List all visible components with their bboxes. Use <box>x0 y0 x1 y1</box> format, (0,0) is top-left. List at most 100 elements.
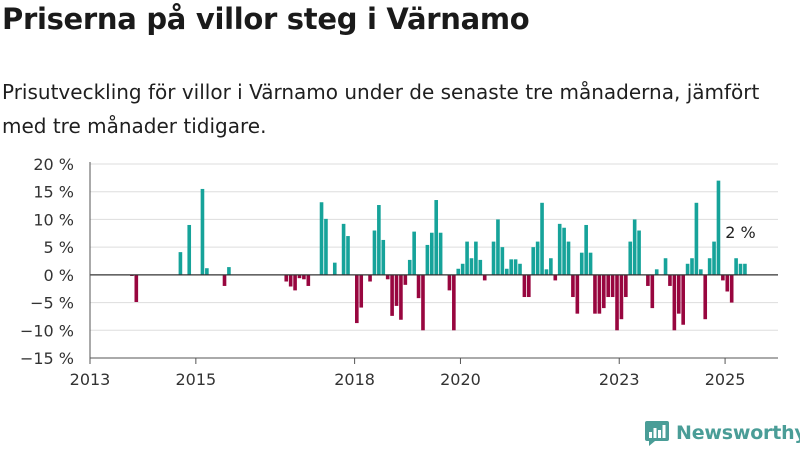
bar <box>390 274 394 316</box>
bar <box>694 202 699 275</box>
bar <box>178 252 183 275</box>
newsworthy-logo[interactable]: Newsworthy <box>644 418 800 448</box>
bar <box>434 200 439 275</box>
bar <box>341 223 346 275</box>
bar <box>729 274 734 303</box>
bar <box>372 230 377 275</box>
bar <box>416 274 421 299</box>
bar <box>324 218 328 275</box>
bar <box>544 269 549 275</box>
bar <box>377 205 381 275</box>
bar <box>509 259 513 275</box>
bar <box>721 274 725 281</box>
bar <box>134 274 139 303</box>
bar <box>394 274 399 306</box>
bar <box>712 241 716 275</box>
bar <box>571 274 575 298</box>
bar <box>518 263 522 275</box>
x-tick-label: 2013 <box>70 370 111 389</box>
x-tick-label: 2023 <box>599 370 640 389</box>
y-tick-label: 15 % <box>33 183 74 202</box>
bar <box>319 202 324 275</box>
bar <box>205 268 209 275</box>
bar <box>615 274 619 331</box>
bar <box>478 259 483 275</box>
bar <box>332 262 337 275</box>
bar <box>412 231 416 275</box>
bar <box>681 274 685 325</box>
bar <box>588 252 593 275</box>
bar <box>306 274 311 286</box>
labels: 20 % 15 % 10 % 5 % 0 % −5 % −10 % −15 % 2013 2015… <box>20 155 756 389</box>
bar <box>469 258 474 275</box>
newsworthy-logo-icon <box>645 421 669 446</box>
bar <box>562 227 566 275</box>
bar <box>381 239 386 275</box>
page-title: Priserna på villor steg i Värnamo <box>2 2 530 36</box>
bar <box>425 244 430 275</box>
bar <box>531 247 536 275</box>
bar <box>297 274 302 279</box>
bar <box>668 274 672 286</box>
bar <box>527 274 531 298</box>
bar <box>553 274 558 281</box>
bar <box>624 274 628 298</box>
y-tick-label: 0 % <box>44 266 74 285</box>
bar <box>557 223 562 275</box>
bar <box>399 274 403 320</box>
y-tick-label: −15 % <box>20 349 74 368</box>
y-tick-label: 20 % <box>33 155 74 174</box>
bar <box>452 274 456 331</box>
annotation-label: 2 % <box>725 223 755 242</box>
bar <box>637 230 641 275</box>
x-tick-label: 2018 <box>334 370 375 389</box>
bar <box>496 219 500 275</box>
bar <box>355 274 359 324</box>
bar <box>738 263 743 275</box>
bar <box>632 219 637 275</box>
bar <box>187 224 192 275</box>
bar <box>743 263 747 275</box>
bar <box>288 274 293 287</box>
bar <box>663 258 668 275</box>
bar <box>549 258 553 275</box>
bar <box>491 241 496 275</box>
y-tick-label: −5 % <box>30 294 74 313</box>
bar <box>421 274 425 331</box>
bar <box>646 274 650 286</box>
bar <box>597 274 602 314</box>
bar <box>429 232 434 275</box>
bar <box>610 274 615 298</box>
x-tick-label: 2015 <box>175 370 216 389</box>
bar <box>438 232 443 275</box>
axes <box>89 162 778 364</box>
bar <box>504 268 509 275</box>
bar <box>284 274 289 282</box>
bar <box>685 263 690 275</box>
bar <box>628 241 633 275</box>
bar <box>734 258 738 275</box>
bar <box>500 247 505 275</box>
bar <box>540 202 544 275</box>
bar <box>654 269 659 275</box>
bar <box>465 241 469 275</box>
bar <box>222 274 227 286</box>
bar <box>346 236 350 275</box>
bar <box>302 274 306 280</box>
x-tick-label: 2025 <box>705 370 746 389</box>
bar <box>385 274 390 280</box>
bar <box>593 274 597 314</box>
bar <box>575 274 580 314</box>
bar <box>403 274 408 285</box>
y-tick-label: −10 % <box>20 321 74 340</box>
y-tick-label: 10 % <box>33 210 74 229</box>
bar <box>293 274 297 291</box>
brand-name: Newsworthy <box>676 422 800 444</box>
bar <box>566 241 571 275</box>
bar <box>535 241 540 275</box>
bar <box>699 269 703 275</box>
bar <box>606 274 611 298</box>
bar <box>474 241 478 275</box>
bar <box>522 274 527 298</box>
